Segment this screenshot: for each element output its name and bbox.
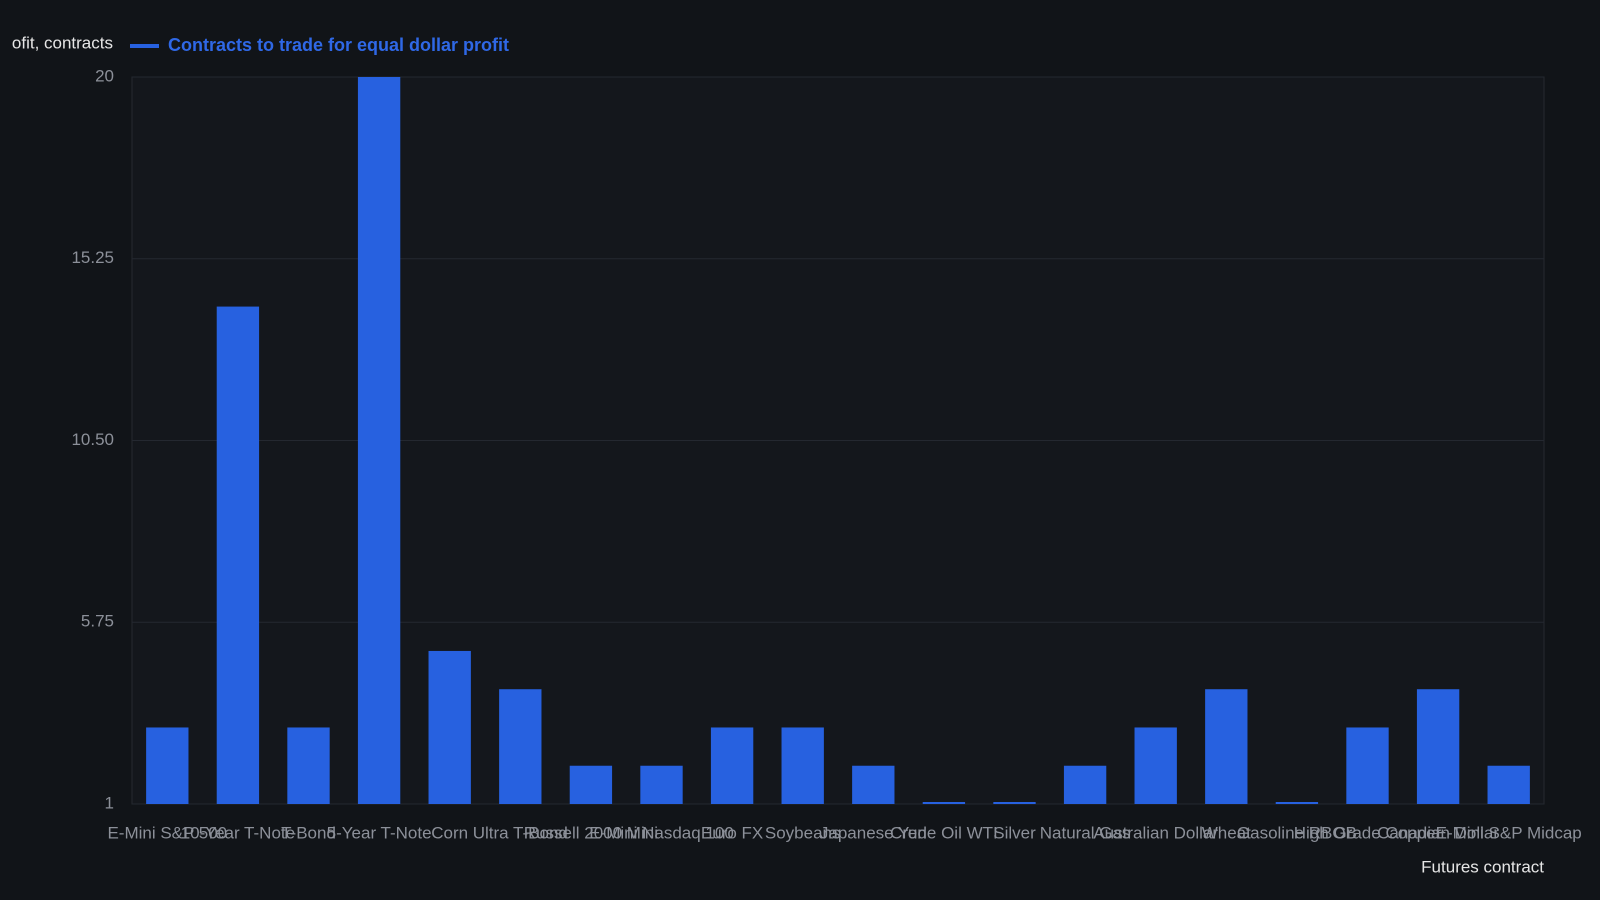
bar	[1063, 765, 1107, 804]
y-tick-label: 5.75	[81, 612, 114, 631]
x-tick-label: Gasoline RBOB	[1237, 823, 1357, 842]
bar	[640, 765, 683, 804]
x-tick-label: Crude Oil WTI	[890, 823, 998, 842]
x-tick-label: E-Mini S&P 500	[107, 823, 227, 842]
bar	[781, 727, 824, 804]
x-tick-label: Japanese Yen	[820, 823, 927, 842]
y-tick-label: 10.50	[71, 430, 114, 449]
x-tick-label: Natural Gas	[1040, 823, 1131, 842]
x-tick-label: 5-Year T-Note	[327, 823, 432, 842]
x-tick-label: High Grade Copper	[1294, 823, 1442, 842]
x-tick-label: Wheat	[1202, 823, 1251, 842]
bar	[922, 802, 966, 804]
x-tick-label: 10-Year T-Note	[181, 823, 295, 842]
x-tick-label: T-Bond	[281, 823, 336, 842]
y-tick-label: 15.25	[71, 248, 114, 267]
bar	[569, 765, 613, 804]
x-tick-label: E-Mini Nasdaq 100	[589, 823, 734, 842]
y-axis-title: ofit, contracts	[12, 33, 113, 52]
x-tick-label: Ultra T-Bond	[473, 823, 568, 842]
x-tick-label: Canadian Dollar	[1377, 823, 1499, 842]
x-axis-title: Futures contract	[1421, 857, 1544, 876]
x-tick-label: Soybeans	[765, 823, 841, 842]
bar	[1416, 689, 1460, 804]
x-tick-label: Silver	[993, 823, 1036, 842]
x-tick-label: E-Mini S&P Midcap	[1436, 823, 1582, 842]
x-tick-label: Corn	[431, 823, 468, 842]
x-tick-label: Euro FX	[701, 823, 763, 842]
bar	[146, 727, 189, 804]
bar	[1275, 802, 1319, 804]
y-tick-label: 20	[95, 66, 114, 85]
bar	[993, 802, 1036, 804]
bar	[1487, 765, 1530, 804]
bar	[499, 689, 542, 804]
bar	[1205, 689, 1248, 804]
y-tick-label: 1	[105, 793, 114, 812]
bar	[710, 727, 754, 804]
bar	[852, 765, 895, 804]
bar	[428, 650, 471, 804]
legend-label[interactable]: Contracts to trade for equal dollar prof…	[168, 35, 509, 55]
bar	[287, 727, 330, 804]
bar	[1134, 727, 1177, 804]
bar	[1346, 727, 1389, 804]
bar	[216, 306, 260, 804]
x-tick-label: Russell 2000 Mini	[524, 823, 658, 842]
bar	[357, 77, 401, 804]
x-tick-label: Australian Dollar	[1093, 823, 1218, 842]
